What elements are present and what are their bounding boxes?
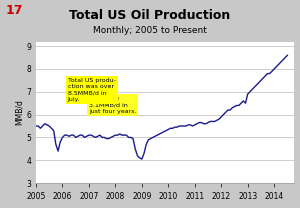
Text: Total US Oil Production: Total US Oil Production	[69, 9, 231, 22]
Y-axis label: MMB/d: MMB/d	[14, 99, 23, 125]
Text: Total US produ-
ction was over
8.5MMB/d in
July.: Total US produ- ction was over 8.5MMB/d …	[68, 78, 116, 102]
Text: This is up
3.1MMB/d in
just four years.: This is up 3.1MMB/d in just four years.	[89, 96, 136, 114]
Text: 17: 17	[6, 4, 23, 17]
Text: Monthly; 2005 to Present: Monthly; 2005 to Present	[93, 26, 207, 35]
